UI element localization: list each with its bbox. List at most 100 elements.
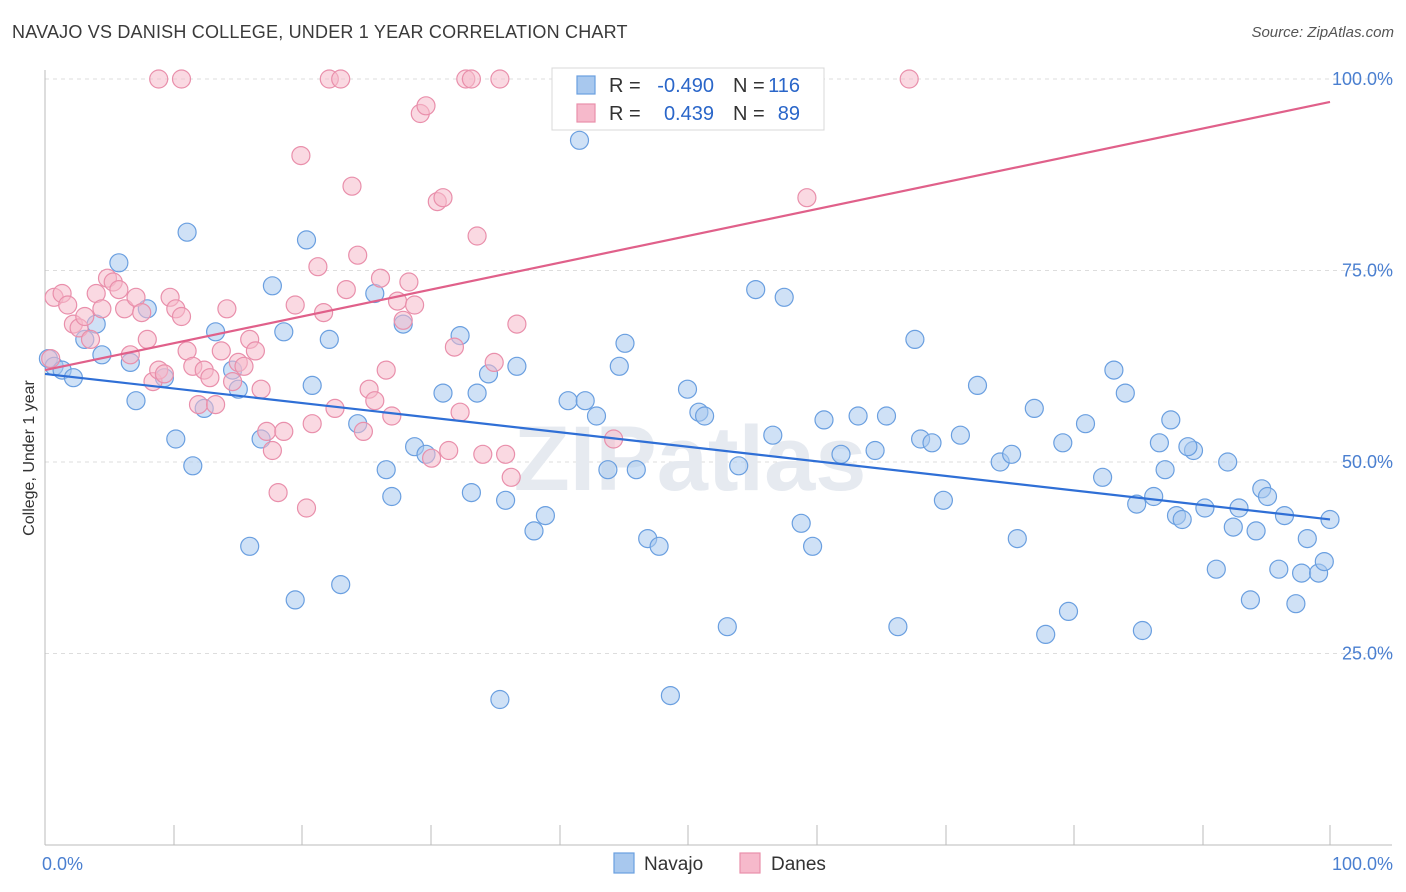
navajo-point-74 — [922, 433, 942, 453]
navajo-point-59 — [717, 617, 737, 637]
navajo-point-43 — [524, 521, 544, 541]
navajo-point-70 — [876, 406, 897, 426]
danes-point-36 — [245, 341, 265, 361]
danes-point-30 — [211, 341, 231, 361]
danes-point-14 — [120, 345, 140, 365]
danes-point-63 — [405, 295, 425, 315]
navajo-point-96 — [1195, 498, 1215, 518]
navajo-point-115 — [1001, 444, 1022, 464]
navajo-point-30 — [376, 460, 396, 480]
x-tick-label-0: 0.0% — [42, 854, 83, 874]
navajo-point-108 — [1291, 563, 1312, 583]
danes-point-17 — [137, 329, 157, 349]
navajo-point-37 — [461, 483, 481, 503]
danes-point-29 — [206, 395, 226, 415]
navajo-point-22 — [274, 322, 294, 342]
danes-point-44 — [296, 498, 317, 518]
navajo-point-63 — [774, 287, 794, 307]
danes-point-31 — [217, 299, 237, 319]
navajo-point-87 — [1115, 383, 1135, 403]
danes-point-28 — [200, 368, 220, 388]
danes-point-86 — [439, 440, 459, 461]
danes-point-65 — [416, 96, 436, 116]
danes-point-37 — [251, 379, 271, 399]
legend-swatch-danes — [576, 103, 596, 123]
navajo-point-48 — [586, 406, 607, 426]
navajo-point-75 — [933, 490, 954, 510]
navajo-point-55 — [660, 685, 681, 706]
danes-point-74 — [484, 352, 504, 372]
navajo-point-19 — [240, 536, 260, 556]
legend-swatch-navajo — [576, 75, 596, 95]
y-tick-label-1: 50.0% — [1342, 452, 1393, 472]
danes-point-51 — [336, 280, 356, 300]
navajo-point-98 — [1218, 452, 1238, 472]
danes-point-56 — [365, 391, 385, 411]
legend-r-label-navajo: R = — [609, 75, 641, 97]
navajo-point-21 — [262, 276, 282, 296]
navajo-point-111 — [1314, 551, 1334, 572]
navajo-point-68 — [848, 406, 868, 426]
navajo-point-45 — [558, 391, 578, 411]
danes-point-42 — [285, 295, 305, 315]
navajo-point-67 — [831, 444, 851, 464]
danes-point-52 — [342, 176, 362, 196]
navajo-point-12 — [166, 429, 186, 449]
danes-point-46 — [308, 257, 328, 277]
bottom-legend-label-danes: Danes — [771, 854, 826, 875]
navajo-point-16 — [206, 322, 226, 342]
navajo-point-90 — [1149, 433, 1170, 453]
navajo-point-44 — [535, 505, 556, 526]
danes-trend-line — [44, 100, 1331, 372]
navajo-point-47 — [575, 391, 595, 411]
navajo-point-83 — [1058, 601, 1079, 622]
y-tick-labels: 25.0% 50.0% 75.0% 100.0% — [1332, 69, 1393, 664]
x-tick-labels: 0.0% 100.0% — [42, 854, 1393, 874]
danes-point-61 — [393, 310, 413, 330]
legend-n-label-danes: N = — [733, 103, 765, 125]
danes-point-85 — [171, 69, 192, 89]
danes-point-23 — [171, 306, 192, 327]
danes-point-71 — [461, 69, 481, 89]
danes-point-34 — [234, 356, 254, 376]
danes-point-75 — [490, 69, 510, 89]
danes-point-9 — [92, 299, 112, 319]
navajo-point-26 — [319, 329, 339, 349]
x-tick-label-1: 100.0% — [1332, 854, 1393, 874]
axes — [44, 70, 1392, 846]
navajo-point-99 — [1223, 517, 1243, 537]
y-tick-label-2: 75.0% — [1342, 261, 1393, 281]
danes-point-38 — [257, 421, 277, 441]
navajo-point-51 — [615, 333, 635, 353]
danes-point-26 — [188, 395, 209, 415]
navajo-point-40 — [490, 689, 510, 710]
navajo-point-82 — [1053, 433, 1073, 453]
navajo-point-61 — [746, 280, 766, 300]
navajo-point-31 — [382, 486, 402, 507]
danes-point-12 — [109, 280, 129, 300]
navajo-point-71 — [888, 617, 908, 637]
navajo-point-92 — [1161, 410, 1181, 430]
navajo-point-56 — [677, 379, 698, 399]
danes-point-54 — [353, 421, 373, 441]
navajo-point-114 — [1127, 494, 1147, 514]
y-tick-label-0: 25.0% — [1342, 644, 1393, 664]
danes-point-87 — [496, 444, 516, 464]
danes-point-6 — [75, 306, 95, 327]
navajo-point-41 — [496, 490, 516, 510]
legend-r-value-navajo: -0.490 — [657, 75, 714, 97]
navajo-point-88 — [1132, 620, 1153, 641]
danes-points — [41, 69, 919, 518]
danes-point-39 — [262, 440, 282, 461]
chart-title: NAVAJO VS DANISH COLLEGE, UNDER 1 YEAR C… — [12, 22, 628, 42]
navajo-point-24 — [296, 230, 317, 250]
navajo-point-14 — [183, 456, 203, 476]
danes-point-73 — [473, 444, 493, 464]
danes-point-58 — [376, 360, 396, 380]
navajo-point-113 — [1178, 437, 1198, 457]
danes-point-57 — [370, 268, 391, 288]
navajo-point-91 — [1155, 460, 1175, 480]
navajo-point-97 — [1206, 559, 1226, 579]
navajo-point-69 — [865, 440, 885, 461]
